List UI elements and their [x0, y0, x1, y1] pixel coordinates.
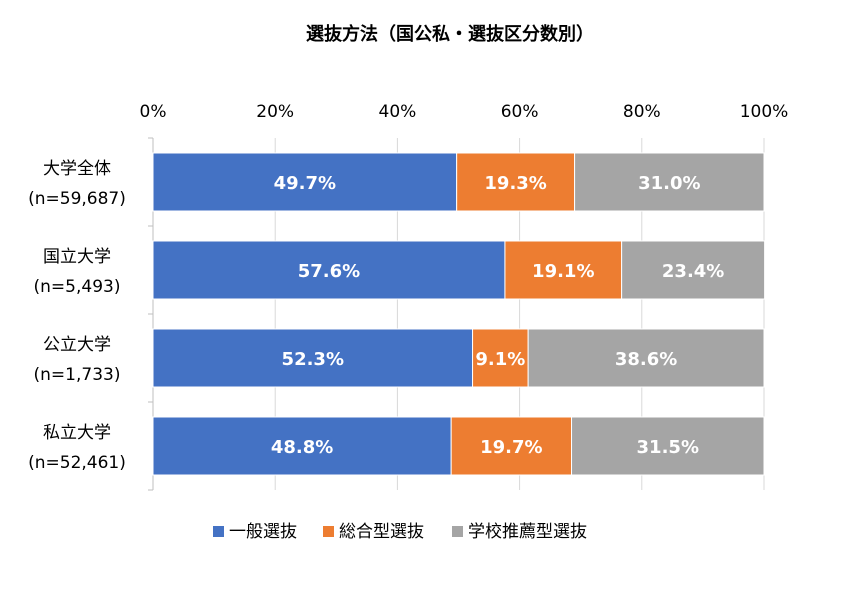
- data-label: 19.1%: [532, 261, 594, 282]
- bar-segment: [574, 152, 765, 212]
- x-axis-ticks: 0% 20% 40% 60% 80% 100%: [140, 102, 789, 122]
- bar-segment: [152, 152, 458, 212]
- data-label: 23.4%: [662, 261, 724, 282]
- x-tick-label: 0%: [140, 102, 167, 122]
- bar-segment: [504, 240, 623, 300]
- data-label: 52.3%: [282, 349, 344, 370]
- data-label: 9.1%: [475, 349, 525, 370]
- bar-segment: [621, 240, 766, 300]
- category-count-label: (n=1,733): [34, 365, 121, 385]
- data-labels: 49.7% 19.3% 31.0% 57.6% 19.1% 23.4% 52.3% 9.1% 3…: [271, 173, 724, 458]
- bar-segment: [152, 416, 452, 476]
- bar-segment: [152, 240, 506, 300]
- bar-segment: [152, 328, 474, 388]
- chart-title: 選抜方法（国公私・選抜区分数別）: [306, 23, 594, 45]
- data-label: 19.3%: [484, 173, 546, 194]
- data-label: 49.7%: [274, 173, 336, 194]
- legend-swatch: [323, 526, 334, 537]
- category-label: 私立大学: [43, 423, 111, 443]
- bar-segment: [527, 328, 765, 388]
- category-label: 公立大学: [43, 335, 111, 355]
- data-label: 31.5%: [637, 437, 699, 458]
- legend-label: 学校推薦型選抜: [468, 522, 587, 542]
- legend: 一般選抜 総合型選抜 学校推薦型選抜: [213, 522, 587, 542]
- x-tick-label: 40%: [379, 102, 417, 122]
- x-tick-label: 60%: [501, 102, 539, 122]
- x-tick-label: 80%: [623, 102, 661, 122]
- category-count-label: (n=5,493): [34, 277, 121, 297]
- bar-segment: [571, 416, 765, 476]
- category-count-label: (n=52,461): [28, 453, 126, 473]
- category-count-label: (n=59,687): [28, 189, 126, 209]
- category-label: 国立大学: [43, 247, 111, 267]
- legend-label: 一般選抜: [229, 522, 297, 542]
- legend-label: 総合型選抜: [339, 522, 424, 542]
- data-label: 19.7%: [480, 437, 542, 458]
- category-labels: 大学全体 (n=59,687) 国立大学 (n=5,493) 公立大学 (n=1,733)…: [28, 159, 126, 473]
- legend-swatch: [452, 526, 463, 537]
- data-label: 48.8%: [271, 437, 333, 458]
- legend-swatch: [213, 526, 224, 537]
- data-label: 38.6%: [615, 349, 677, 370]
- data-label: 57.6%: [298, 261, 360, 282]
- data-label: 31.0%: [638, 173, 700, 194]
- x-tick-label: 20%: [256, 102, 294, 122]
- bar-segment: [450, 416, 573, 476]
- bar-segment: [456, 152, 576, 212]
- bars: [152, 152, 766, 476]
- x-tick-label: 100%: [740, 102, 789, 122]
- category-label: 大学全体: [43, 159, 111, 179]
